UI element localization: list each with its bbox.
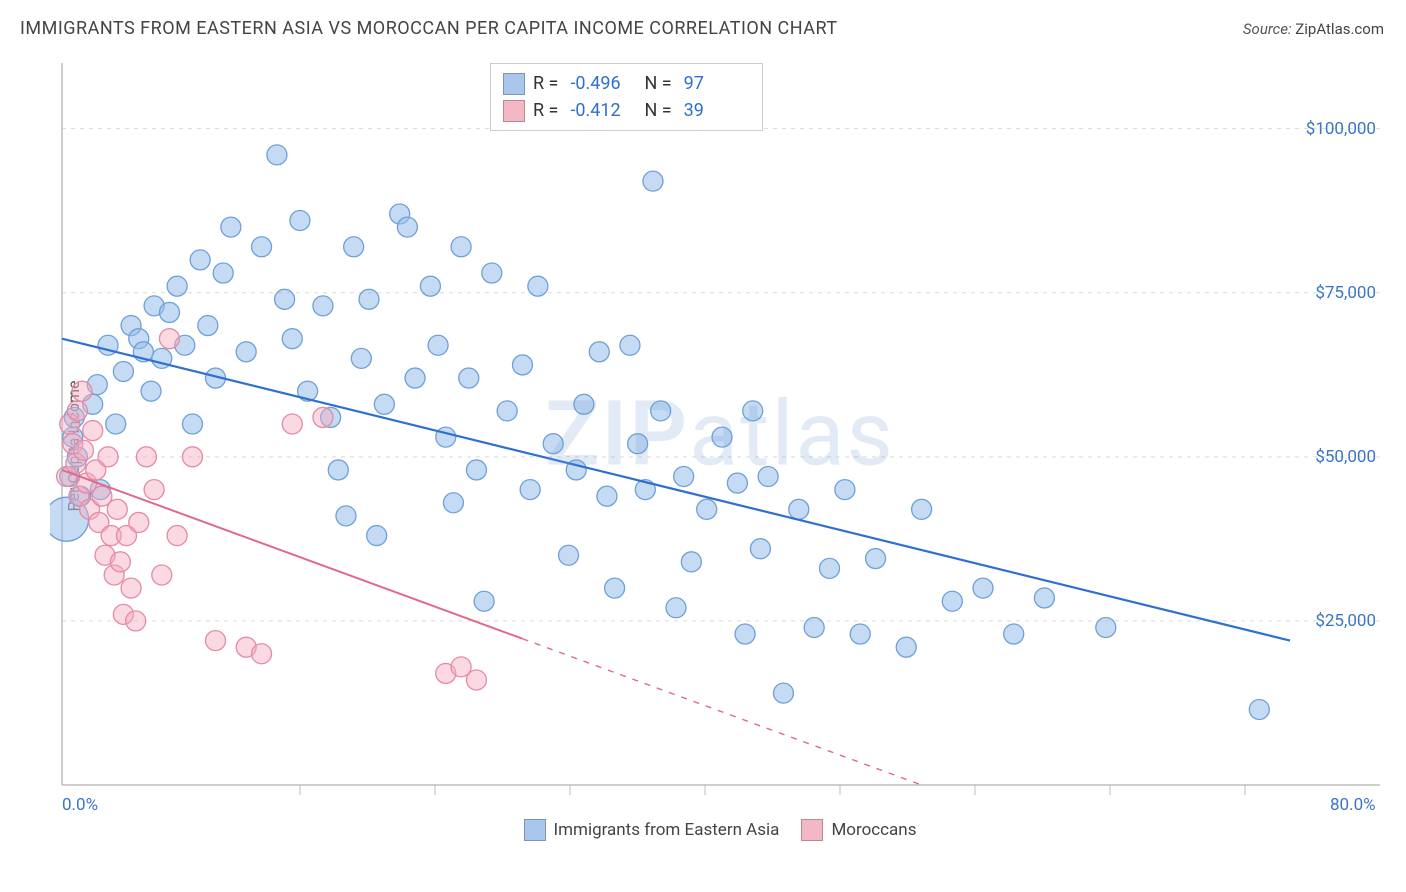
y-tick-label: $75,000 xyxy=(1315,283,1376,303)
chart-title: IMMIGRANTS FROM EASTERN ASIA VS MOROCCAN… xyxy=(20,18,838,39)
plot-area: ZIPatlas R = -0.496 N = 97 R = -0.412 N … xyxy=(50,55,1390,845)
legend-R-value-1: -0.412 xyxy=(570,97,630,124)
legend-N-value-0: 97 xyxy=(684,70,744,97)
legend-R-label: R = xyxy=(533,97,558,124)
legend-N-label: N = xyxy=(644,97,671,124)
legend-series-label-0: Immigrants from Eastern Asia xyxy=(554,820,780,840)
chart-svg xyxy=(50,55,1390,845)
x-tick-label: 80.0% xyxy=(1330,795,1376,815)
legend-swatch-0 xyxy=(503,73,525,95)
source-value: ZipAtlas.com xyxy=(1295,20,1384,38)
legend-R-label: R = xyxy=(533,70,558,97)
source-attribution: Source: ZipAtlas.com xyxy=(1243,20,1384,38)
chart-container: IMMIGRANTS FROM EASTERN ASIA VS MOROCCAN… xyxy=(0,0,1406,892)
legend-series-item-1: Moroccans xyxy=(801,819,916,841)
y-tick-label: $25,000 xyxy=(1315,611,1376,631)
legend-stats-row-1: R = -0.412 N = 39 xyxy=(503,97,750,124)
y-tick-label: $50,000 xyxy=(1315,447,1376,467)
legend-swatch-1 xyxy=(503,100,525,122)
legend-stats-row-0: R = -0.496 N = 97 xyxy=(503,70,750,97)
legend-series-item-0: Immigrants from Eastern Asia xyxy=(524,819,780,841)
x-tick-label: 0.0% xyxy=(62,795,98,815)
legend-R-value-0: -0.496 xyxy=(570,70,630,97)
legend-series-label-1: Moroccans xyxy=(831,820,916,840)
legend-N-label: N = xyxy=(644,70,671,97)
y-tick-label: $100,000 xyxy=(1306,119,1376,139)
legend-series: Immigrants from Eastern Asia Moroccans xyxy=(50,819,1390,841)
legend-swatch-series-1 xyxy=(801,819,823,841)
legend-swatch-series-0 xyxy=(524,819,546,841)
source-label: Source: xyxy=(1243,20,1292,38)
legend-N-value-1: 39 xyxy=(684,97,744,124)
legend-stats: R = -0.496 N = 97 R = -0.412 N = 39 xyxy=(490,63,763,131)
